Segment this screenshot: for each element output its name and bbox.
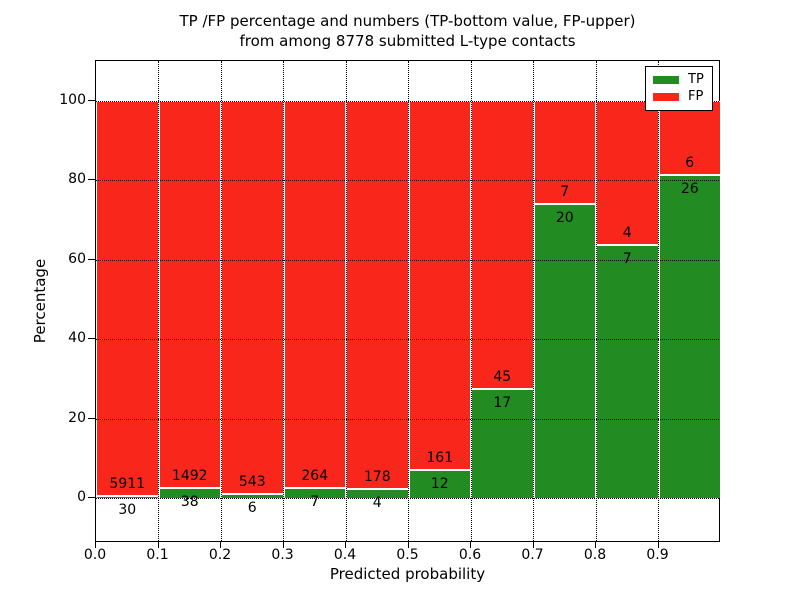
label-tp-count-7: 20 [555,209,574,226]
xtick-label-0.4: 0.4 [333,547,357,563]
gridline-x-0.1 [158,61,159,541]
label-fp-count-8: 4 [622,225,632,242]
ytick-mark-0 [88,497,95,498]
ytick-mark-20 [88,417,95,419]
label-fp-count-2: 543 [238,473,266,490]
gridline-x-0.7 [533,61,534,541]
bar-tp-9 [658,175,721,498]
ytick-label-0: 0 [77,489,86,505]
label-fp-count-3: 264 [301,467,329,484]
bar-tp-7 [533,203,596,498]
bar-tp-6 [471,389,534,498]
label-tp-count-4: 4 [372,495,382,512]
xtick-mark-0.9 [657,542,659,548]
legend: TP FP [645,66,713,111]
gridline-y-80 [96,180,719,182]
legend-label-fp: FP [688,89,704,105]
gridline-x-0.5 [408,61,409,541]
bar-fp-1 [158,101,221,489]
ytick-label-60: 60 [68,250,86,267]
legend-swatch-tp-icon [653,75,679,84]
bar-fp-6 [471,101,534,390]
xtick-label-0.6: 0.6 [458,547,482,563]
gridline-y-60 [96,259,719,261]
label-fp-count-5: 161 [426,450,454,467]
xtick-mark-0.6 [470,542,471,548]
xtick-mark-0.3 [282,542,284,548]
ytick-label-20: 20 [68,409,86,426]
gridline-y-0 [96,498,719,499]
xtick-mark-0.7 [532,542,534,548]
bar-fp-2 [221,101,284,494]
xtick-label-0.7: 0.7 [521,547,544,563]
xtick-mark-0.2 [220,542,221,548]
gridline-x-0.8 [595,61,597,541]
label-fp-count-1: 1492 [171,468,208,485]
label-tp-count-8: 7 [622,251,632,268]
ytick-mark-100 [88,100,95,101]
xtick-label-0.9: 0.9 [646,547,669,563]
legend-swatch-fp-icon [653,93,679,102]
xtick-label-0.3: 0.3 [271,547,294,563]
label-tp-count-0: 30 [118,501,137,518]
label-fp-count-6: 45 [493,369,512,386]
bar-fp-4 [346,101,409,490]
gridline-x-0.6 [470,61,472,541]
chart-title: TP /FP percentage and numbers (TP-bottom… [95,11,720,51]
legend-row-fp: FP [653,90,705,104]
chart-title-line-1: TP /FP percentage and numbers (TP-bottom… [179,12,636,30]
label-fp-count-0: 5911 [109,475,146,492]
label-tp-count-5: 12 [430,476,449,493]
label-tp-count-2: 6 [247,499,257,516]
xtick-mark-0.8 [595,542,596,548]
xtick-label-0.5: 0.5 [396,547,419,563]
gridline-x-0.9 [658,61,659,541]
ytick-mark-80 [88,179,95,181]
label-tp-count-6: 17 [493,395,512,412]
xtick-label-0.8: 0.8 [583,547,607,563]
gridline-y-40 [96,339,719,341]
ytick-label-80: 80 [68,171,86,188]
label-tp-count-1: 38 [180,494,199,511]
bar-tp-8 [596,245,659,498]
ytick-label-40: 40 [68,330,86,347]
label-fp-count-9: 6 [685,155,695,172]
xtick-mark-0.4 [345,542,346,548]
chart-title-line-2: from among 8778 submitted L-type contact… [239,32,576,50]
x-axis-label: Predicted probability [329,565,486,583]
bar-fp-3 [283,101,346,488]
xtick-mark-0.5 [407,542,409,548]
gridline-x-0.3 [283,61,284,541]
gridline-x-0.2 [220,61,222,541]
plot-area: 5911 30 1492 38 543 6 264 7 178 4 161 12 45 17 7 20 4 7 6 2… [95,60,721,542]
label-tp-count-9: 26 [680,181,699,198]
xtick-label-0.0: 0.0 [83,547,107,563]
bar-fp-8 [596,101,659,246]
ytick-label-100: 100 [59,92,86,108]
label-fp-count-7: 7 [560,183,570,200]
bar-fp-5 [408,101,471,471]
label-fp-count-4: 178 [363,469,391,486]
bar-fp-0 [96,101,159,496]
legend-row-tp: TP [653,71,705,87]
ytick-mark-40 [88,338,95,340]
gridline-y-20 [96,418,719,420]
legend-label-tp: TP [688,71,704,87]
gridline-y-100 [96,101,719,102]
xtick-label-0.2: 0.2 [208,547,232,563]
gridline-x-0.4 [345,61,347,541]
ytick-mark-60 [88,258,95,260]
xtick-mark-0.0 [95,542,96,548]
xtick-mark-0.1 [157,542,159,548]
label-tp-count-3: 7 [310,493,320,510]
xtick-label-0.1: 0.1 [146,547,169,563]
